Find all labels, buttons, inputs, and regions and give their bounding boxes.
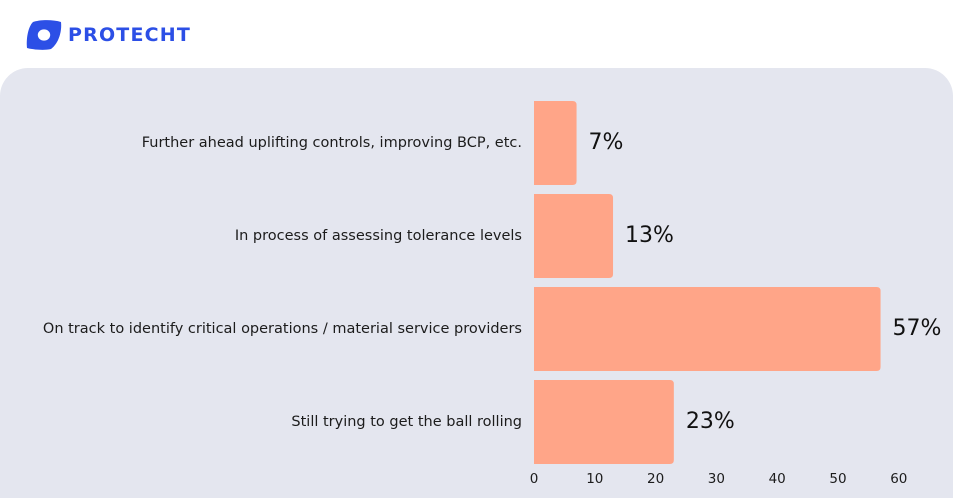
value-label-2: 13% <box>625 223 674 248</box>
chart-panel <box>0 68 953 498</box>
bar-3 <box>534 287 881 371</box>
x-tick-label-40: 40 <box>769 471 786 487</box>
x-tick-label-60: 60 <box>890 471 907 487</box>
value-label-1: 7% <box>589 130 624 155</box>
category-label-1: Further ahead uplifting controls, improv… <box>142 135 522 151</box>
brand-name: PROTECHT <box>68 24 192 46</box>
x-tick-label-10: 10 <box>586 471 603 487</box>
protecht-logo-icon <box>26 20 62 50</box>
value-label-4: 23% <box>686 409 735 434</box>
category-label-3: On track to identify critical operations… <box>43 321 522 337</box>
category-label-4: Still trying to get the ball rolling <box>291 414 522 430</box>
x-tick-label-0: 0 <box>530 471 539 487</box>
header: PROTECHT <box>25 18 191 52</box>
x-tick-label-50: 50 <box>829 471 846 487</box>
value-label-3: 57% <box>893 316 942 341</box>
x-tick-label-20: 20 <box>647 471 664 487</box>
category-label-2: In process of assessing tolerance levels <box>235 228 522 244</box>
bar-1 <box>534 101 577 185</box>
x-tick-label-30: 30 <box>708 471 725 487</box>
bar-2 <box>534 194 614 278</box>
bar-4 <box>534 380 674 464</box>
